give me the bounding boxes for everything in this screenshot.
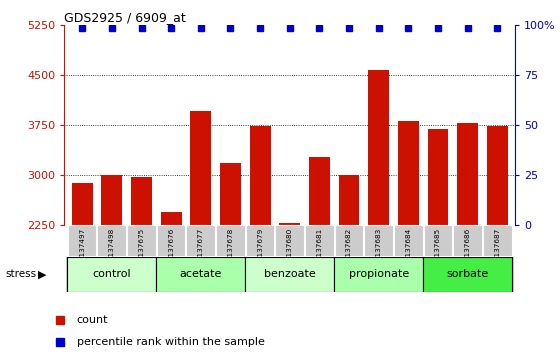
Bar	[220, 163, 241, 354]
Text: GSM137497: GSM137497	[79, 228, 85, 272]
FancyBboxPatch shape	[245, 257, 334, 292]
Text: GSM137676: GSM137676	[168, 228, 174, 272]
Text: GSM137675: GSM137675	[138, 228, 144, 272]
Bar	[72, 183, 92, 354]
Text: percentile rank within the sample: percentile rank within the sample	[77, 337, 264, 347]
FancyBboxPatch shape	[127, 225, 156, 256]
FancyBboxPatch shape	[423, 257, 512, 292]
FancyBboxPatch shape	[364, 225, 393, 256]
FancyBboxPatch shape	[216, 225, 245, 256]
FancyBboxPatch shape	[97, 225, 126, 256]
Bar	[250, 126, 270, 354]
FancyBboxPatch shape	[68, 225, 96, 256]
Text: count: count	[77, 315, 108, 325]
Text: benzoate: benzoate	[264, 269, 316, 279]
Text: GSM137681: GSM137681	[316, 228, 323, 272]
Text: stress: stress	[6, 269, 37, 279]
Text: control: control	[92, 269, 131, 279]
FancyBboxPatch shape	[276, 225, 304, 256]
Text: GDS2925 / 6909_at: GDS2925 / 6909_at	[64, 11, 186, 24]
Bar	[161, 212, 181, 354]
Bar	[398, 121, 419, 354]
Text: GSM137677: GSM137677	[198, 228, 204, 272]
FancyBboxPatch shape	[423, 225, 452, 256]
FancyBboxPatch shape	[156, 257, 245, 292]
Bar	[131, 177, 152, 354]
Text: GSM137686: GSM137686	[465, 228, 471, 272]
Text: GSM137679: GSM137679	[257, 228, 263, 272]
Text: GSM137683: GSM137683	[376, 228, 382, 272]
Bar	[190, 112, 211, 354]
FancyBboxPatch shape	[305, 225, 334, 256]
FancyBboxPatch shape	[334, 225, 363, 256]
FancyBboxPatch shape	[394, 225, 423, 256]
FancyBboxPatch shape	[483, 225, 512, 256]
Text: GSM137498: GSM137498	[109, 228, 115, 272]
FancyBboxPatch shape	[67, 257, 156, 292]
Text: acetate: acetate	[180, 269, 222, 279]
Bar	[309, 157, 330, 354]
Text: GSM137685: GSM137685	[435, 228, 441, 272]
Bar	[458, 123, 478, 354]
Bar	[279, 223, 300, 354]
Bar	[428, 130, 449, 354]
Bar	[368, 70, 389, 354]
Text: GSM137680: GSM137680	[287, 228, 293, 272]
Bar	[101, 176, 122, 354]
Bar	[487, 126, 508, 354]
FancyBboxPatch shape	[186, 225, 215, 256]
Text: propionate: propionate	[349, 269, 409, 279]
Text: GSM137682: GSM137682	[346, 228, 352, 272]
Text: GSM137678: GSM137678	[227, 228, 234, 272]
FancyBboxPatch shape	[453, 225, 482, 256]
Text: sorbate: sorbate	[447, 269, 489, 279]
Text: GSM137684: GSM137684	[405, 228, 412, 272]
Text: GSM137687: GSM137687	[494, 228, 501, 272]
Text: ▶: ▶	[38, 269, 46, 279]
Bar	[339, 176, 360, 354]
FancyBboxPatch shape	[157, 225, 185, 256]
FancyBboxPatch shape	[334, 257, 423, 292]
FancyBboxPatch shape	[246, 225, 274, 256]
